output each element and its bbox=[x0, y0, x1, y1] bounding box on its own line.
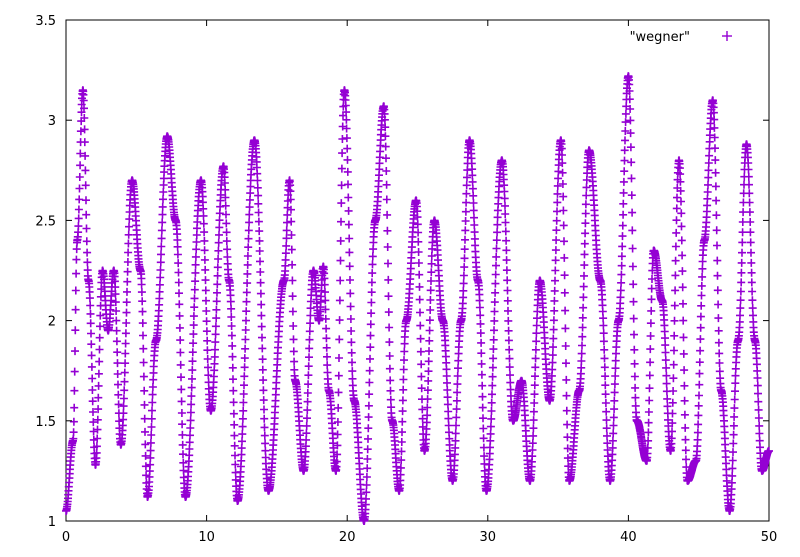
series-layer bbox=[62, 72, 773, 525]
y-tick-label: 3.5 bbox=[35, 14, 56, 29]
y-tick-label: 2.5 bbox=[35, 214, 56, 229]
legend: "wegner" bbox=[630, 30, 732, 45]
legend-label: "wegner" bbox=[630, 30, 690, 45]
plot-frame bbox=[65, 19, 770, 522]
x-tick-label: 10 bbox=[198, 530, 215, 545]
series-wegner-points bbox=[62, 72, 773, 525]
x-tick-label: 20 bbox=[339, 530, 356, 545]
y-tick-label: 3 bbox=[48, 114, 56, 129]
x-tick-label: 40 bbox=[620, 530, 637, 545]
x-tick-label: 50 bbox=[761, 530, 778, 545]
legend-marker bbox=[722, 31, 732, 41]
y-tick-label: 1 bbox=[48, 515, 56, 530]
y-tick-label: 2 bbox=[48, 315, 56, 330]
y-tick-label: 1.5 bbox=[35, 415, 56, 430]
x-tick-label: 30 bbox=[480, 530, 497, 545]
tick-layer: 0 10 20 30 40 50 1 1.5 2 2.5 3 3.5 bbox=[35, 14, 777, 545]
x-tick-label: 0 bbox=[62, 530, 70, 545]
